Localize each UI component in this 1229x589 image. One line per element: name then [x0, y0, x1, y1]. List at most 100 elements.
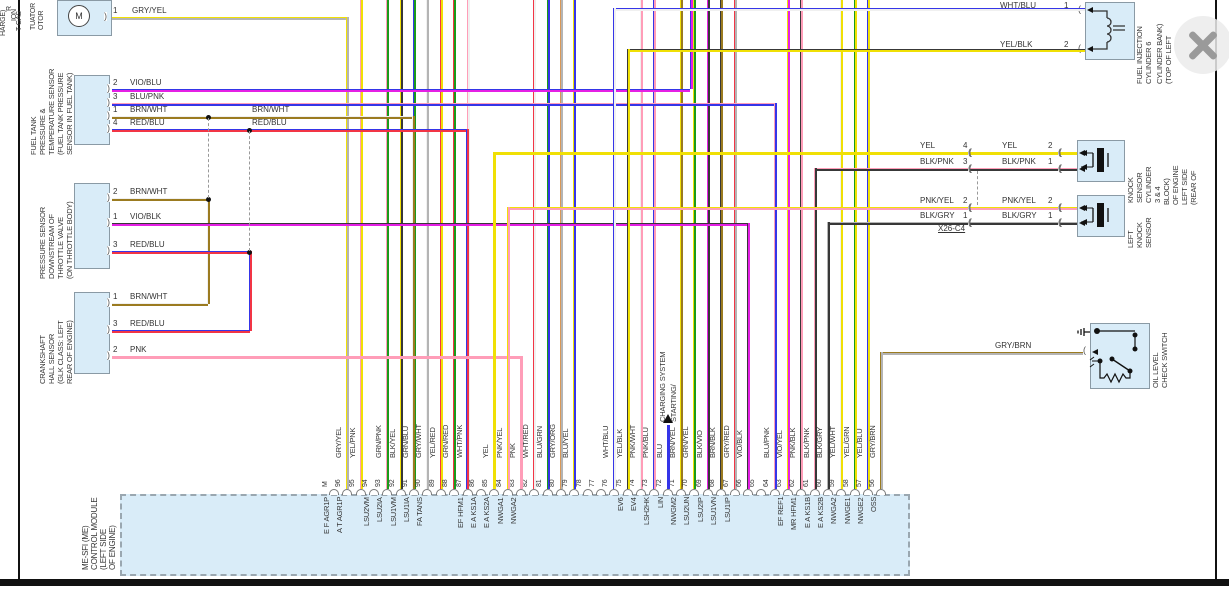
module-pin-wire-label-58: YEL/GRN [841, 426, 851, 458]
module-pin-signal-83: NWGA2 [508, 497, 518, 524]
wire-blk-gry [826, 222, 830, 489]
module-pin-wire-label-83: PNK [507, 443, 517, 458]
module-pin-stub-83 [515, 489, 526, 495]
wire-blk-pnk [813, 168, 817, 489]
wire-gry-yel [112, 17, 347, 20]
wire-blu-yel [573, 0, 577, 489]
module-pin-wire-label-60: BLK/GRY [814, 427, 824, 458]
actuator-pin-stub: ) [104, 11, 107, 21]
pressure-sensor-label: THROTTLE VALVE [56, 217, 65, 279]
oil-level-switch-name: CHECK SWITCH [1160, 332, 1169, 388]
module-pin-stub-65 [756, 489, 767, 495]
wire-wht-red [533, 0, 537, 489]
oil-switch-pin-stub: ( [1083, 345, 1086, 355]
wire-blu-grn [546, 0, 550, 489]
module-pin-wire-label-81: BLU/GRN [534, 426, 544, 458]
module-pin-signal-93: LSU2IA [375, 497, 385, 522]
module-pin-number-56: 56 [869, 479, 877, 487]
module-pin-wire-label-68: BRN/BLK [708, 427, 718, 458]
wire-brn-wht [112, 198, 208, 201]
wire-pnk-yel [506, 207, 1077, 210]
module-pin-signal-61: E A KS1B [802, 497, 812, 528]
module-pin-number-62: 62 [789, 479, 797, 487]
module-pin-signal-69: LSU2IP [695, 497, 705, 522]
control-module-name: OF ENGINE) [108, 525, 117, 570]
wire-vio-blk [746, 223, 750, 489]
junction-dot [247, 250, 252, 255]
knock-pin-number: 2 [963, 196, 968, 205]
module-pin-wire-label-64: BLU/PNK [761, 427, 771, 458]
module-pin-stub-80 [555, 489, 566, 495]
crankshaft-sensor-wire-label: BRN/WHT [130, 292, 168, 301]
module-pin-number-78: 78 [575, 479, 583, 487]
control-module-name: (LEFT SIDE [99, 529, 108, 570]
fuel-injector-box [1085, 2, 1135, 60]
module-pin-wire-label-76: WHT/BLU [601, 425, 611, 458]
injector-wire-label: YEL/BLK [1000, 40, 1033, 49]
crankshaft-sensor-pin-number: 3 [113, 319, 118, 328]
pressure-sensor-wire-label: BRN/WHT [130, 187, 168, 196]
module-pin-stub-72 [662, 489, 673, 495]
fuel-tank-sensor-label: SENSOR IN FUEL TANK) [65, 72, 74, 155]
module-pin-number-71: 71 [669, 479, 677, 487]
module-pin-stub-96 [342, 489, 353, 495]
module-pin-number-75: 75 [615, 479, 623, 487]
wire-gry-org [559, 0, 563, 489]
junction-dot [206, 115, 211, 120]
fuel-tank-sensor-wire-label: BRN/WHT [130, 105, 168, 114]
wire-red-blu [466, 129, 469, 489]
injector-wire-label: WHT/BLU [1000, 1, 1036, 10]
module-pin-stub-61 [809, 489, 820, 495]
module-pin-stub-95 [355, 489, 366, 495]
module-pin-wire-label-80: GRY/ORG [547, 424, 557, 458]
module-pin-number-M: M [322, 481, 329, 487]
module-pin-stub-94 [369, 489, 380, 495]
crankshaft-sensor-label: REAR OF ENGINE) [65, 320, 74, 384]
flow-arrow [1087, 7, 1093, 13]
wire-brn-wht [412, 116, 415, 489]
wire-blk-vio [706, 0, 710, 489]
module-pin-wire-label-85: YEL [481, 444, 491, 458]
knock-sensor-1-name: 3 & 4 [1153, 186, 1162, 203]
fuel-tank-sensor-pin-stub: ) [107, 83, 110, 93]
module-pin-stub-87 [462, 489, 473, 495]
fuel-tank-sensor-label: (FUEL TANK PRESSURE [56, 72, 65, 155]
close-icon[interactable] [1174, 16, 1229, 74]
module-pin-wire-label-84: PNK/YEL [494, 427, 504, 458]
module-pin-wire-label-57: YEL/BLU [855, 428, 864, 458]
module-pin-number-57: 57 [856, 479, 863, 487]
flow-arrow [1087, 46, 1093, 52]
actuator-motor-label-fragment: TUATOR [30, 3, 37, 30]
connector-x26-c4[interactable]: X26-C4 [938, 224, 966, 233]
fuel-tank-sensor-pin-stub: ) [107, 123, 110, 133]
junction-dot [247, 128, 252, 133]
module-pin-number-61: 61 [802, 479, 810, 487]
module-pin-number-77: 77 [589, 479, 596, 487]
knock-pin-number: 2 [1048, 196, 1053, 205]
module-pin-signal-85: E A KS2A [482, 497, 492, 528]
actuator-motor-label-fragment: OTOR [38, 10, 45, 30]
flow-arrow [1079, 220, 1085, 226]
module-pin-stub-64 [769, 489, 780, 495]
pressure-sensor-pin-number: 3 [113, 240, 118, 249]
knock-wire-label: BLK/PNK [1002, 157, 1036, 166]
pressure-sensor-wire-label: VIO/BLK [130, 212, 162, 221]
wire-vio-blu [690, 0, 693, 89]
module-pin-wire-label-74: PNK/WHT [628, 424, 638, 458]
module-pin-stub-78 [582, 489, 593, 495]
wire-pnk-blk [800, 0, 804, 489]
knock-sensor-2-name: SENSOR [1144, 217, 1153, 248]
module-pin-number-96: 96 [335, 479, 343, 487]
wire-yel [493, 152, 1077, 155]
injector-pin-number: 2 [1064, 40, 1069, 49]
module-pin-number-86: 86 [468, 479, 476, 487]
module-pin-wire-label-61: BLK/PNK [801, 427, 811, 458]
module-pin-signal-72: LIN [655, 497, 665, 509]
module-pin-signal-87: EF HFM1 [455, 497, 465, 528]
module-pin-stub-85 [489, 489, 500, 495]
module-pin-signal-84: NWGA1 [495, 497, 505, 524]
module-pin-wire-label-62: PNK/BLK [788, 427, 798, 458]
module-pin-number-94: 94 [362, 479, 370, 487]
knock-sensor-2-name: LEFT [1126, 230, 1135, 248]
module-pin-signal-58: NWGE1 [842, 497, 852, 524]
